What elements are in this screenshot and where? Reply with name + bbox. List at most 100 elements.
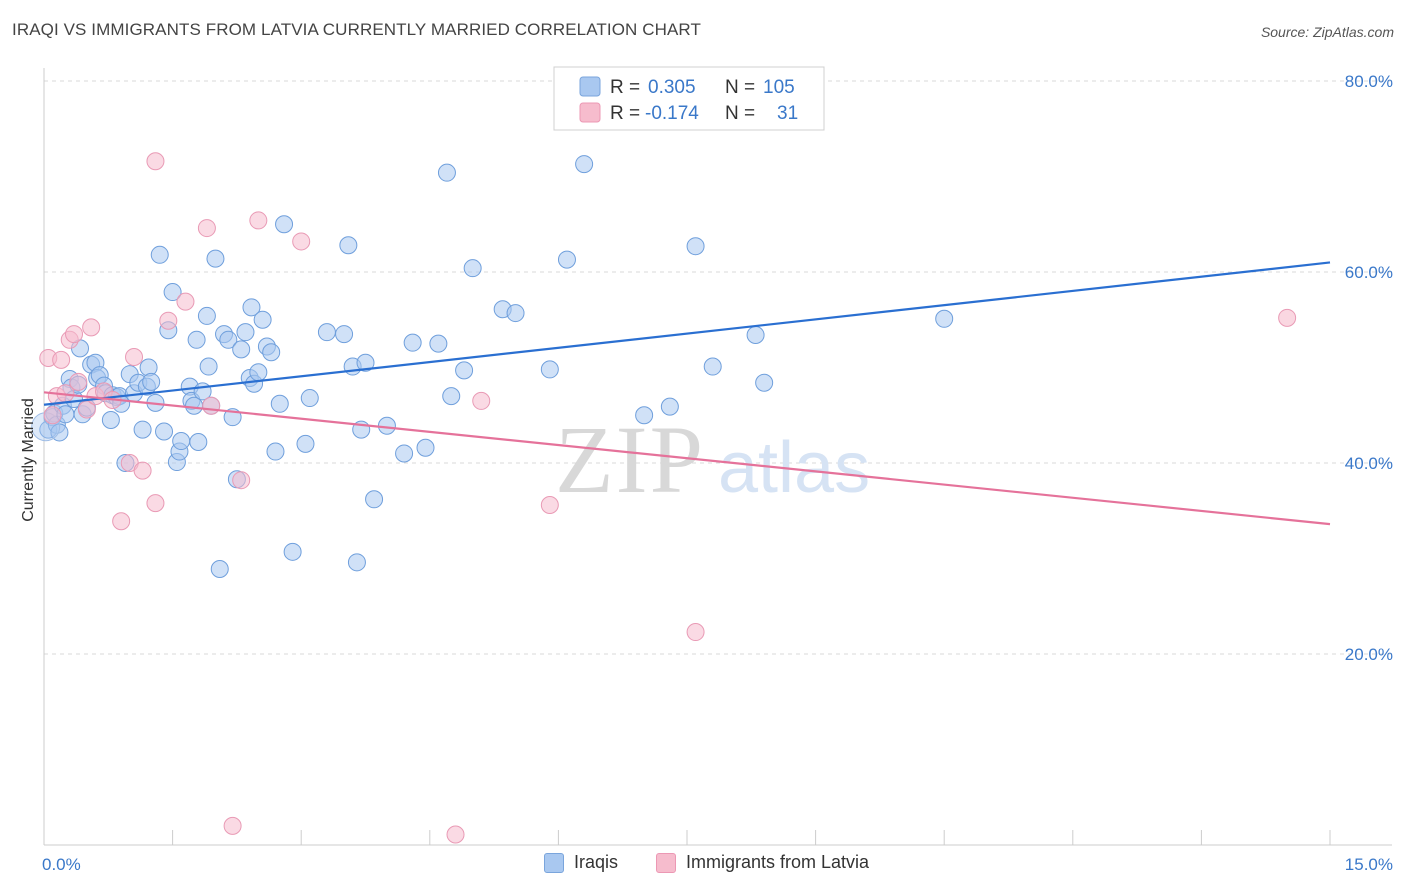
latvia-point [292,232,311,251]
trend-lines [43,261,1331,526]
source-label: Source: ZipAtlas.com [1260,24,1394,40]
latvia-point [146,152,165,171]
legend-swatch-iraqis [579,76,601,97]
iraqis-point [416,438,435,457]
iraqis-point [266,442,285,461]
iraqis-point [540,360,559,379]
iraqis-point [232,340,251,359]
iraqis-point [506,304,525,323]
watermark-zip: ZIP [555,406,705,513]
iraqis-point [557,250,576,269]
y-axis-title: Currently Married [20,398,37,522]
latvia-point [446,825,465,844]
y-tick-label: 40.0% [1345,454,1393,473]
latvia-point [1278,308,1297,327]
iraqis-point [395,444,414,463]
iraqis-point [635,406,654,425]
legend-r-value-1: 0.305 [648,77,696,98]
legend-n-label-2: N = [725,103,755,124]
tick-labels: 20.0% 40.0% 60.0% 80.0% 0.0% 15.0% [42,72,1393,874]
iraqis-label: Iraqis [574,852,619,872]
watermark: ZIP atlas [555,406,870,513]
iraqis-point [197,306,216,325]
y-tick-label: 60.0% [1345,263,1393,282]
y-tick-label: 20.0% [1345,645,1393,664]
iraqis-point [365,490,384,509]
iraqis-point [219,330,238,349]
legend-r-value-2: -0.174 [645,103,699,124]
iraqis-point [377,416,396,435]
latvia-point [82,318,101,337]
iraqis-point [746,326,765,345]
latvia-point [176,292,195,311]
iraqis-point [335,325,354,344]
latvia-point [540,496,559,515]
latvia-point [43,406,62,425]
latvia-label: Immigrants from Latvia [686,852,870,872]
latvia-point [223,816,242,835]
axes [43,68,1392,846]
latvia-point [232,471,251,490]
iraqis-point [242,298,261,317]
legend-r-label-1: R = [610,77,640,98]
x-tick-label: 0.0% [42,855,81,874]
bottom-legend: Iraqis Immigrants from Latvia [0,852,1406,878]
iraqis-point [403,333,422,352]
iraqis-point [660,397,679,416]
iraqis-swatch [544,852,564,873]
legend-swatch-latvia [579,102,601,123]
iraqis-point [356,353,375,372]
iraqis-point [199,357,218,376]
iraqis-point [300,389,319,408]
iraqis-point [317,323,336,342]
iraqis-point [283,542,302,561]
gridlines [44,80,1392,655]
iraqis-point [133,420,152,439]
iraqis-point [270,394,289,413]
iraqis-point [150,245,169,264]
latvia-point [112,512,131,531]
iraqis-point [142,372,161,391]
iraqis-point [275,215,294,234]
iraqis-point [163,283,182,302]
iraqis-point [339,236,358,255]
latvia-point [202,396,221,415]
iraqis-point [575,155,594,174]
iraqis-point [206,249,225,268]
latvia-point [52,350,71,369]
iraqis-point [463,259,482,278]
legend-n-value-1: 105 [763,77,795,98]
latvia-point [125,347,144,366]
iraqis-point [703,357,722,376]
legend-n-label-1: N = [725,77,755,98]
iraqis-point [187,330,206,349]
latvia-point [472,391,491,410]
iraqis-point [155,422,174,441]
iraqis-point [249,363,268,382]
iraqis-point [236,323,255,342]
iraqis-point [253,310,272,329]
iraqis-point [437,163,456,182]
latvia-swatch [656,852,676,873]
legend-n-value-2: 31 [777,103,798,124]
bottom-legend-latvia: Immigrants from Latvia [656,852,869,873]
legend-r-label-2: R = [610,103,640,124]
iraqis-point [429,334,448,353]
iraqis-points [31,155,954,579]
chart-title: IRAQI VS IMMIGRANTS FROM LATVIA CURRENTL… [12,20,701,39]
latvia-point [249,211,268,230]
iraqis-point [442,387,461,406]
latvia-point [686,623,705,642]
y-tick-label: 80.0% [1345,72,1393,91]
latvia-point [133,461,152,480]
iraqis-point [172,432,191,451]
iraqis-trend-line [43,261,1331,406]
iraqis-point [755,373,774,392]
latvia-point [69,372,88,391]
latvia-trend-line [43,391,1331,526]
latvia-point [146,494,165,513]
bottom-legend-iraqis: Iraqis [544,852,618,873]
legend: R = 0.305 N = 105 R = -0.174 N = 31 [553,66,825,131]
iraqis-point [262,343,281,362]
